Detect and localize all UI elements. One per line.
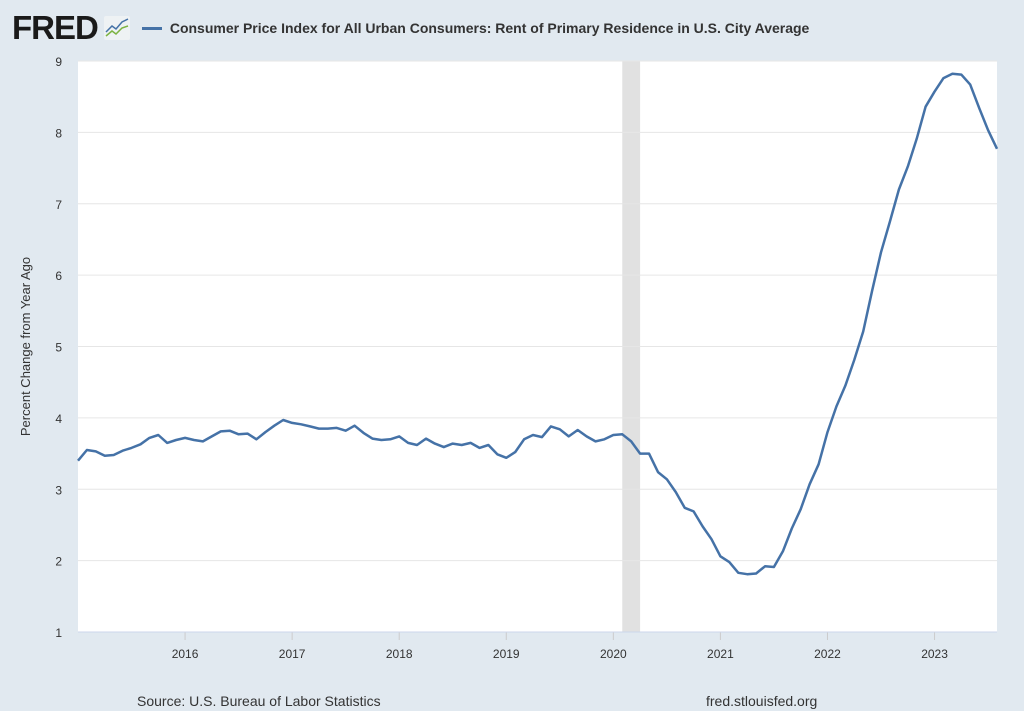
x-tick-label: 2018 bbox=[386, 647, 413, 661]
series-line bbox=[77, 72, 999, 576]
y-tick-label: 1 bbox=[55, 626, 62, 640]
logo-graph-icon bbox=[103, 16, 130, 40]
y-tick-label: 2 bbox=[55, 555, 62, 569]
chart-title: Consumer Price Index for All Urban Consu… bbox=[169, 20, 810, 36]
chart-header: FRED Consumer Price Index for All Urban … bbox=[12, 8, 809, 48]
y-tick-label: 5 bbox=[55, 341, 62, 355]
fred-url[interactable]: fred.stlouisfed.org bbox=[706, 693, 818, 709]
y-tick-label: 4 bbox=[55, 412, 62, 426]
y-tick-label: 6 bbox=[55, 269, 62, 283]
x-tick-label: 2022 bbox=[814, 647, 841, 661]
y-tick-label: 7 bbox=[55, 198, 62, 212]
fred-logo[interactable]: FRED bbox=[12, 9, 99, 46]
x-tick-label: 2019 bbox=[493, 647, 520, 661]
x-tick-label: 2017 bbox=[279, 647, 306, 661]
x-tick-label: 2020 bbox=[600, 647, 627, 661]
x-tick-label: 2016 bbox=[172, 647, 199, 661]
legend-line-swatch bbox=[141, 26, 162, 30]
y-axis-label: Percent Change from Year Ago bbox=[18, 257, 33, 436]
x-tick-label: 2021 bbox=[707, 647, 734, 661]
y-tick-label: 8 bbox=[55, 126, 62, 140]
x-tick-label: 2023 bbox=[921, 647, 948, 661]
y-tick-label: 3 bbox=[55, 483, 62, 497]
source-note: Source: U.S. Bureau of Labor Statistics bbox=[137, 693, 381, 709]
y-tick-label: 9 bbox=[55, 55, 62, 69]
